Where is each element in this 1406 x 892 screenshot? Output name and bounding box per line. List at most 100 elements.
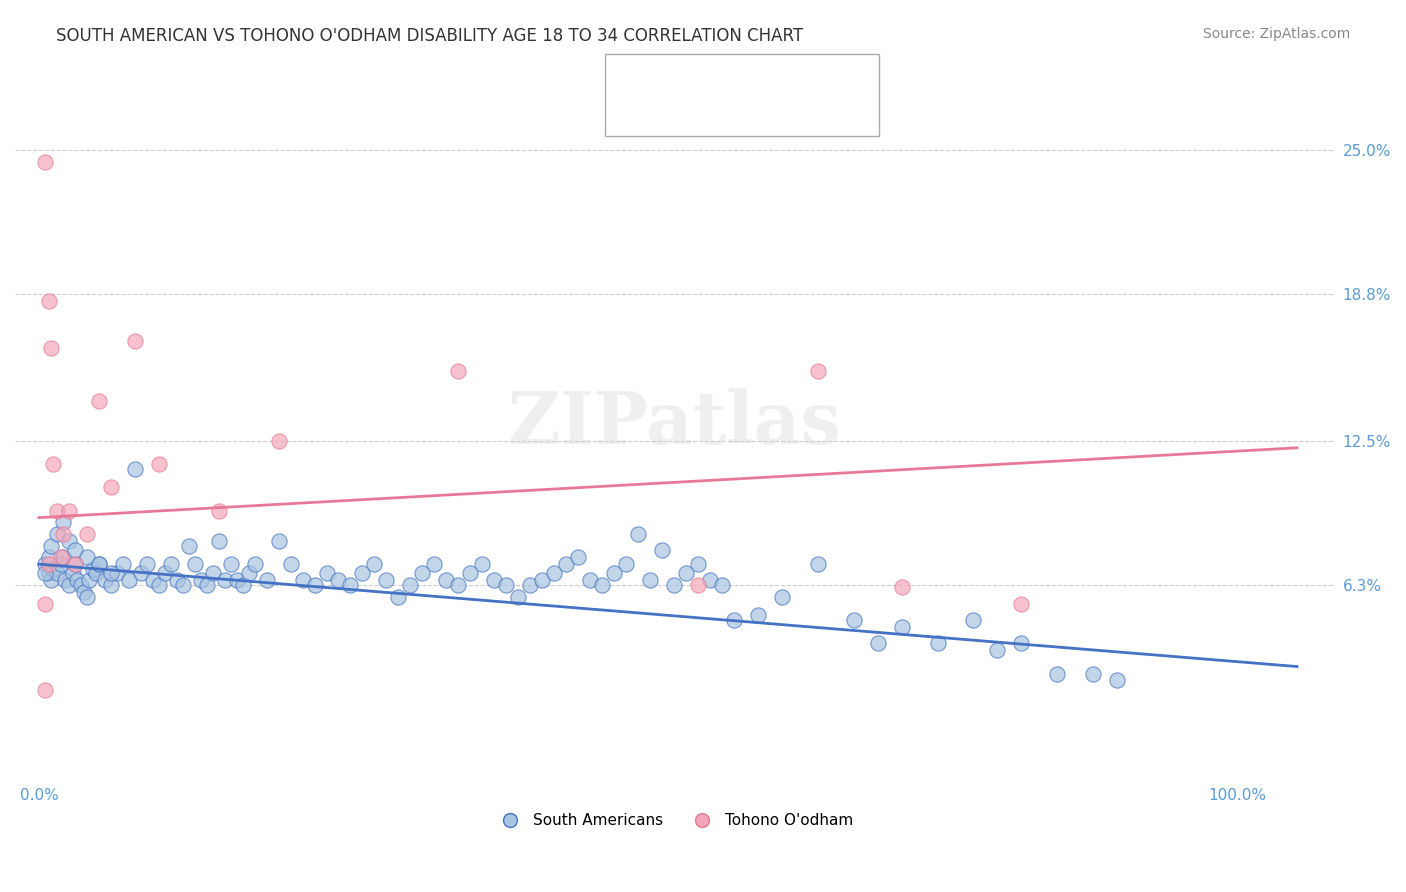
Point bbox=[890, 620, 912, 634]
Point bbox=[627, 527, 650, 541]
Point bbox=[34, 597, 56, 611]
Text: R =: R = bbox=[651, 69, 685, 83]
Point bbox=[76, 590, 98, 604]
Point bbox=[82, 562, 104, 576]
Point bbox=[352, 566, 374, 581]
Point bbox=[591, 578, 613, 592]
Point bbox=[495, 578, 517, 592]
Point bbox=[100, 480, 122, 494]
Point bbox=[34, 566, 56, 581]
Text: SOUTH AMERICAN VS TOHONO O'ODHAM DISABILITY AGE 18 TO 34 CORRELATION CHART: SOUTH AMERICAN VS TOHONO O'ODHAM DISABIL… bbox=[56, 27, 803, 45]
Point bbox=[190, 574, 212, 588]
Point bbox=[39, 539, 62, 553]
Point bbox=[471, 557, 494, 571]
Point bbox=[1107, 673, 1129, 688]
Text: ZIPatlas: ZIPatlas bbox=[508, 388, 841, 458]
Point bbox=[34, 557, 56, 571]
Point bbox=[172, 578, 194, 592]
Text: N =: N = bbox=[770, 101, 804, 115]
Point bbox=[579, 574, 602, 588]
Point bbox=[34, 682, 56, 697]
Point bbox=[135, 557, 157, 571]
Point bbox=[159, 557, 181, 571]
Point bbox=[111, 557, 134, 571]
Point bbox=[79, 574, 101, 588]
Legend: South Americans, Tohono O'odham: South Americans, Tohono O'odham bbox=[489, 807, 859, 834]
Point bbox=[662, 578, 685, 592]
Point bbox=[399, 578, 422, 592]
Point bbox=[675, 566, 697, 581]
Point bbox=[49, 550, 72, 565]
Text: R =: R = bbox=[651, 101, 685, 115]
Point bbox=[375, 574, 398, 588]
Point bbox=[38, 550, 60, 565]
Point bbox=[153, 566, 176, 581]
Point bbox=[195, 578, 218, 592]
Point bbox=[42, 457, 65, 471]
Point bbox=[291, 574, 314, 588]
Point bbox=[927, 636, 949, 650]
Point bbox=[603, 566, 626, 581]
Point bbox=[58, 533, 80, 548]
Point bbox=[214, 574, 236, 588]
Text: Source: ZipAtlas.com: Source: ZipAtlas.com bbox=[1202, 27, 1350, 41]
Point bbox=[807, 364, 830, 378]
Point bbox=[232, 578, 254, 592]
Point bbox=[118, 574, 141, 588]
Point bbox=[531, 574, 554, 588]
Point bbox=[76, 550, 98, 565]
Point bbox=[1083, 666, 1105, 681]
Point bbox=[710, 578, 733, 592]
Point bbox=[447, 364, 470, 378]
Point bbox=[38, 566, 60, 581]
Point bbox=[543, 566, 565, 581]
Point bbox=[86, 566, 108, 581]
Point bbox=[1010, 636, 1032, 650]
Point bbox=[256, 574, 278, 588]
Point bbox=[183, 557, 205, 571]
Point bbox=[62, 566, 84, 581]
Point bbox=[105, 566, 128, 581]
Point bbox=[434, 574, 457, 588]
Point bbox=[304, 578, 326, 592]
Point bbox=[208, 503, 231, 517]
Point bbox=[747, 608, 769, 623]
Point bbox=[124, 334, 146, 348]
Point bbox=[686, 557, 709, 571]
Point bbox=[129, 566, 152, 581]
Point bbox=[519, 578, 541, 592]
Point bbox=[723, 613, 745, 627]
Point bbox=[38, 294, 60, 309]
Point bbox=[42, 562, 65, 576]
Point bbox=[70, 578, 93, 592]
Point bbox=[87, 557, 110, 571]
Point bbox=[87, 394, 110, 409]
Point bbox=[34, 154, 56, 169]
Point bbox=[142, 574, 165, 588]
Point bbox=[986, 643, 1008, 657]
Point bbox=[225, 574, 247, 588]
Point bbox=[201, 566, 224, 581]
Point bbox=[614, 557, 637, 571]
Point bbox=[45, 566, 67, 581]
Point bbox=[447, 578, 470, 592]
Text: -0.268: -0.268 bbox=[700, 69, 755, 83]
Point bbox=[148, 578, 170, 592]
Point bbox=[177, 539, 200, 553]
Point bbox=[63, 557, 86, 571]
Point bbox=[52, 527, 75, 541]
Point bbox=[267, 434, 290, 448]
Point bbox=[73, 585, 96, 599]
Point bbox=[699, 574, 721, 588]
Point bbox=[363, 557, 385, 571]
Point bbox=[651, 543, 673, 558]
Point bbox=[100, 578, 122, 592]
Point bbox=[38, 557, 60, 571]
Point bbox=[148, 457, 170, 471]
Point bbox=[63, 543, 86, 558]
Point bbox=[238, 566, 260, 581]
Point bbox=[66, 574, 89, 588]
Point bbox=[166, 574, 188, 588]
Point bbox=[39, 341, 62, 355]
Point bbox=[208, 533, 231, 548]
